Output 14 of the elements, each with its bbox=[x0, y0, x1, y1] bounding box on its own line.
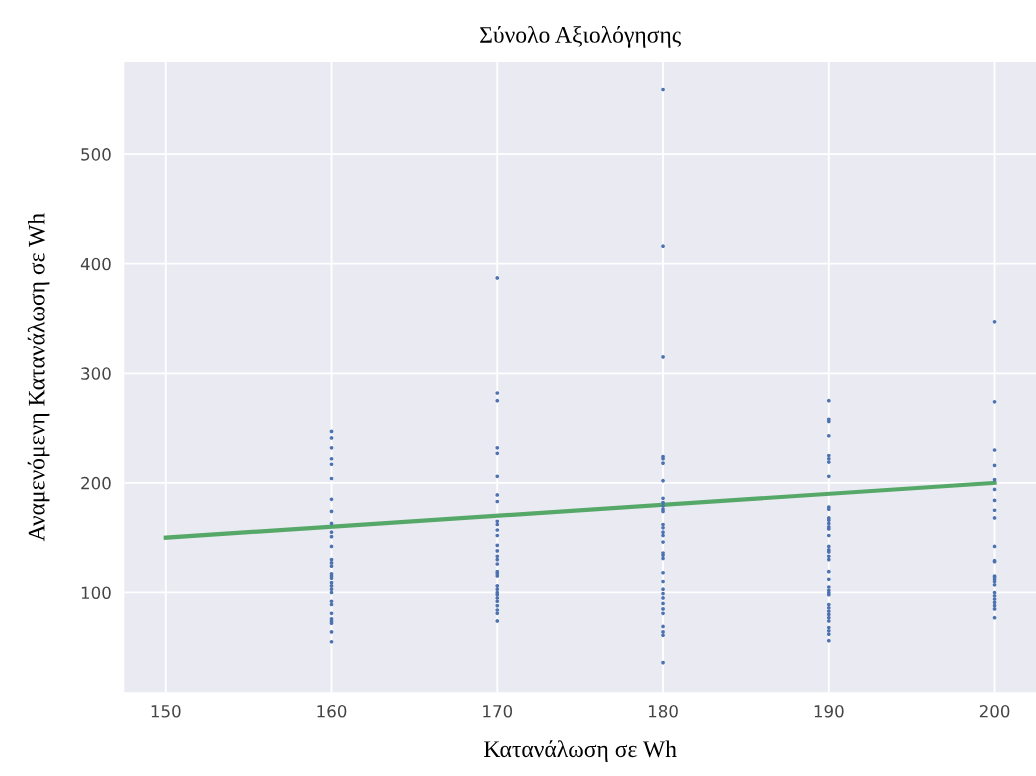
x-tick-label: 150 bbox=[151, 704, 181, 718]
y-tick-label: 500 bbox=[81, 148, 111, 161]
x-tick-label: 180 bbox=[648, 704, 678, 718]
chart-title: Σύνολο Αξιολόγησης bbox=[480, 25, 681, 48]
y-axis-title: Αναμενόμενη Κατανάλωση σε Wh bbox=[27, 213, 50, 542]
x-tick-label: 160 bbox=[317, 704, 347, 718]
y-tick-label: 100 bbox=[81, 586, 111, 600]
x-tick-label: 190 bbox=[814, 704, 844, 718]
y-tick-label: 200 bbox=[81, 476, 111, 490]
y-tick-label: 400 bbox=[80, 257, 111, 271]
x-axis-title: Κατανάλωση σε Wh bbox=[484, 740, 677, 762]
x-tick-label: 200 bbox=[979, 704, 1010, 718]
x-tick-label: 170 bbox=[483, 704, 513, 718]
y-tick-label: 300 bbox=[81, 367, 111, 380]
